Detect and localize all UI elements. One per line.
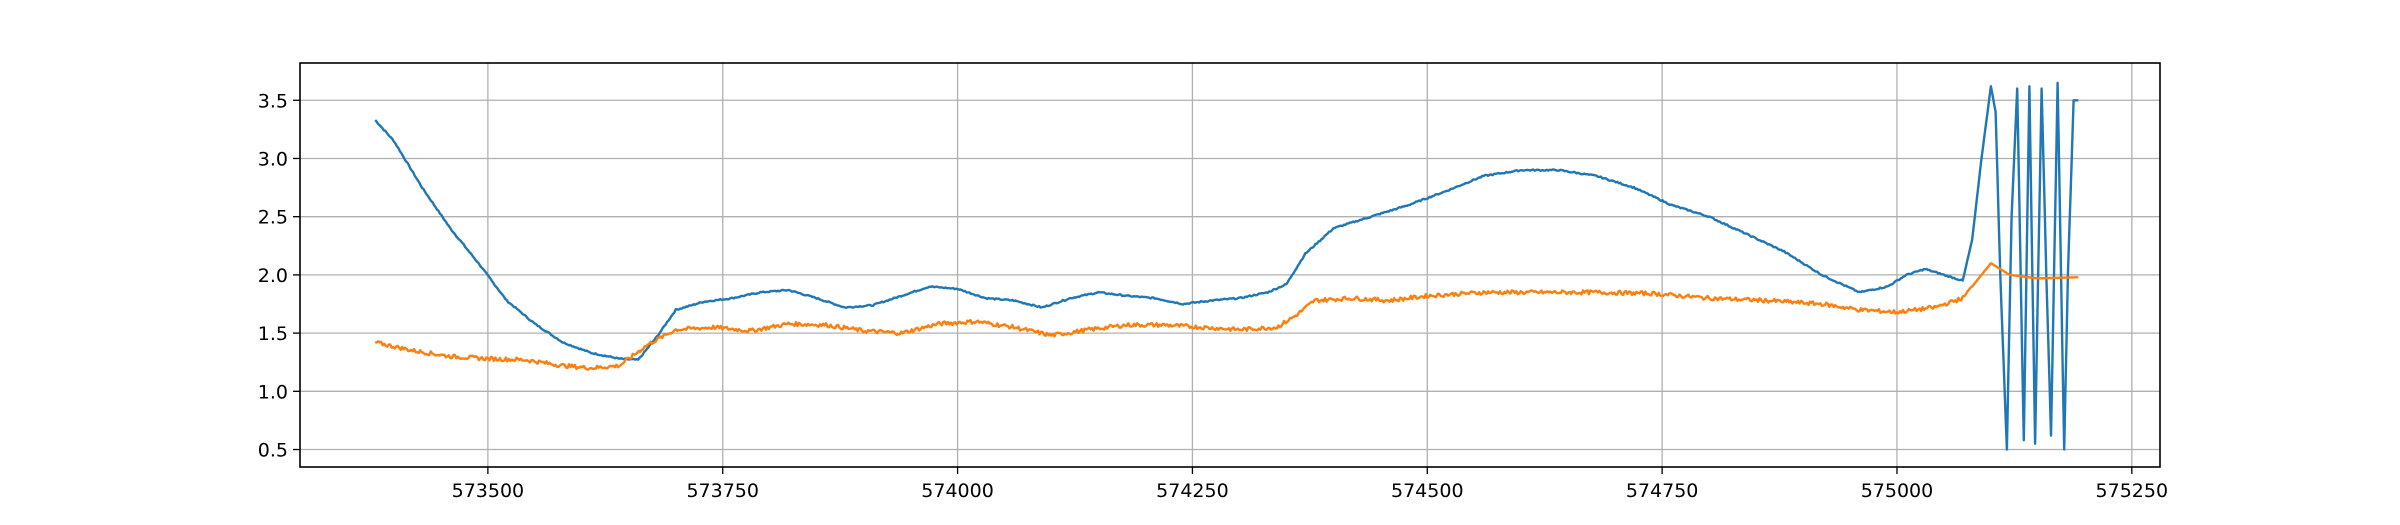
y-tick-label: 2.0 [258, 265, 288, 287]
y-tick-label: 1.5 [258, 323, 288, 345]
x-tick-label: 574000 [921, 480, 994, 502]
y-tick-label: 0.5 [258, 440, 288, 462]
series-line-orange [374, 262, 2079, 371]
x-tick-label: 574750 [1626, 480, 1699, 502]
x-tick-label: 573500 [452, 480, 525, 502]
y-tick-label: 3.5 [258, 90, 288, 112]
x-tick-label: 573750 [686, 480, 759, 502]
series-line-blue [374, 81, 2079, 451]
series-lines [374, 81, 2079, 451]
x-tick-label: 575250 [2096, 480, 2169, 502]
y-tick-label: 1.0 [258, 381, 288, 403]
x-tick-label: 575000 [1861, 480, 1934, 502]
y-tick-label: 2.5 [258, 207, 288, 229]
x-tick-label: 574250 [1156, 480, 1229, 502]
axis-ticks: 573500 573750 574000 574250 574500 574750 5750… [258, 90, 2168, 502]
x-tick-label: 574500 [1391, 480, 1464, 502]
grid-lines [300, 63, 2160, 467]
y-tick-label: 3.0 [258, 148, 288, 170]
plot-area-frame [299, 62, 2161, 468]
